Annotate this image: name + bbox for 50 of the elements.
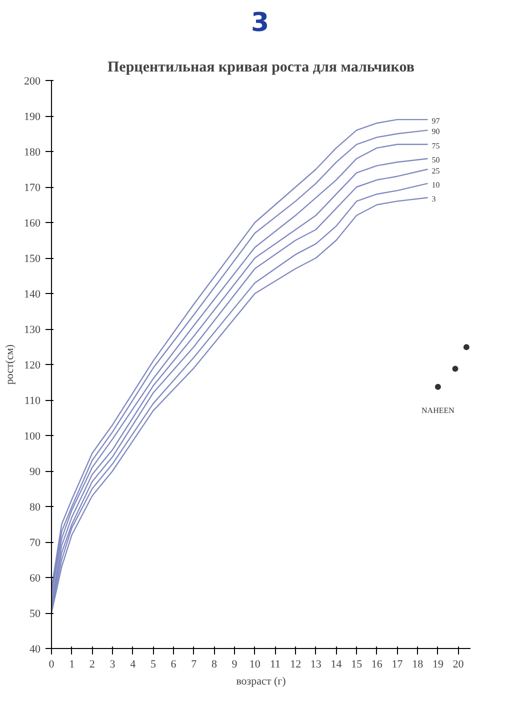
x-tick-label: 9 <box>232 658 238 670</box>
y-tick-label: 60 <box>30 572 41 584</box>
y-tick-label: 160 <box>24 218 41 230</box>
x-tick-label: 18 <box>412 658 424 670</box>
y-tick-label: 180 <box>24 146 41 158</box>
x-tick-label: 10 <box>249 658 261 670</box>
series-label: 3 <box>432 194 436 204</box>
x-tick-label: 11 <box>270 658 281 670</box>
series-label: 90 <box>432 127 440 136</box>
series-label: 25 <box>432 166 440 176</box>
x-tick-label: 7 <box>191 658 198 670</box>
series-label: 75 <box>432 141 440 150</box>
x-tick-label: 16 <box>371 658 383 670</box>
x-tick-label: 13 <box>310 658 322 670</box>
y-tick-label: 150 <box>24 253 41 265</box>
y-tick-label: 200 <box>24 76 41 88</box>
y-tick-label: 190 <box>24 111 41 123</box>
x-tick-label: 20 <box>452 658 464 670</box>
x-tick-label: 5 <box>150 658 156 670</box>
x-tick-label: 6 <box>170 658 177 670</box>
x-tick-label: 19 <box>432 658 444 670</box>
y-tick-label: 120 <box>24 360 41 372</box>
x-tick-label: 12 <box>290 658 302 670</box>
x-tick-label: 15 <box>351 658 363 670</box>
series-label: 97 <box>432 116 440 126</box>
y-tick-label: 140 <box>24 288 41 300</box>
x-tick-label: 0 <box>48 658 55 670</box>
annotation: NAHEEN <box>422 406 455 415</box>
text: 3 <box>250 7 270 40</box>
y-tick-label: 130 <box>24 324 41 336</box>
y-tick-label: 40 <box>30 644 41 656</box>
x-tick-label: 17 <box>392 658 404 670</box>
chart-title: Перцентильная кривая роста для мальчиков <box>108 60 414 76</box>
x-tick-label: 4 <box>130 658 136 670</box>
series-label: 10 <box>432 180 440 190</box>
x-tick-label: 3 <box>110 658 116 670</box>
x-tick-label: 8 <box>211 658 218 670</box>
y-tick-label: 100 <box>24 430 41 442</box>
x-tick-label: 2 <box>89 658 95 670</box>
y-tick-label: 170 <box>24 182 41 194</box>
y-axis-title: рост(см) <box>4 344 16 385</box>
y-tick-label: 50 <box>30 608 41 620</box>
y-tick-label: 110 <box>24 395 41 407</box>
y-tick-label: 70 <box>30 537 41 549</box>
series-label: 50 <box>432 156 440 165</box>
y-tick-label: 80 <box>30 502 41 514</box>
x-tick-label: 1 <box>69 658 75 670</box>
x-axis-title: возраст (г) <box>236 676 286 688</box>
y-tick-label: 90 <box>30 466 41 478</box>
x-tick-label: 14 <box>330 658 342 670</box>
